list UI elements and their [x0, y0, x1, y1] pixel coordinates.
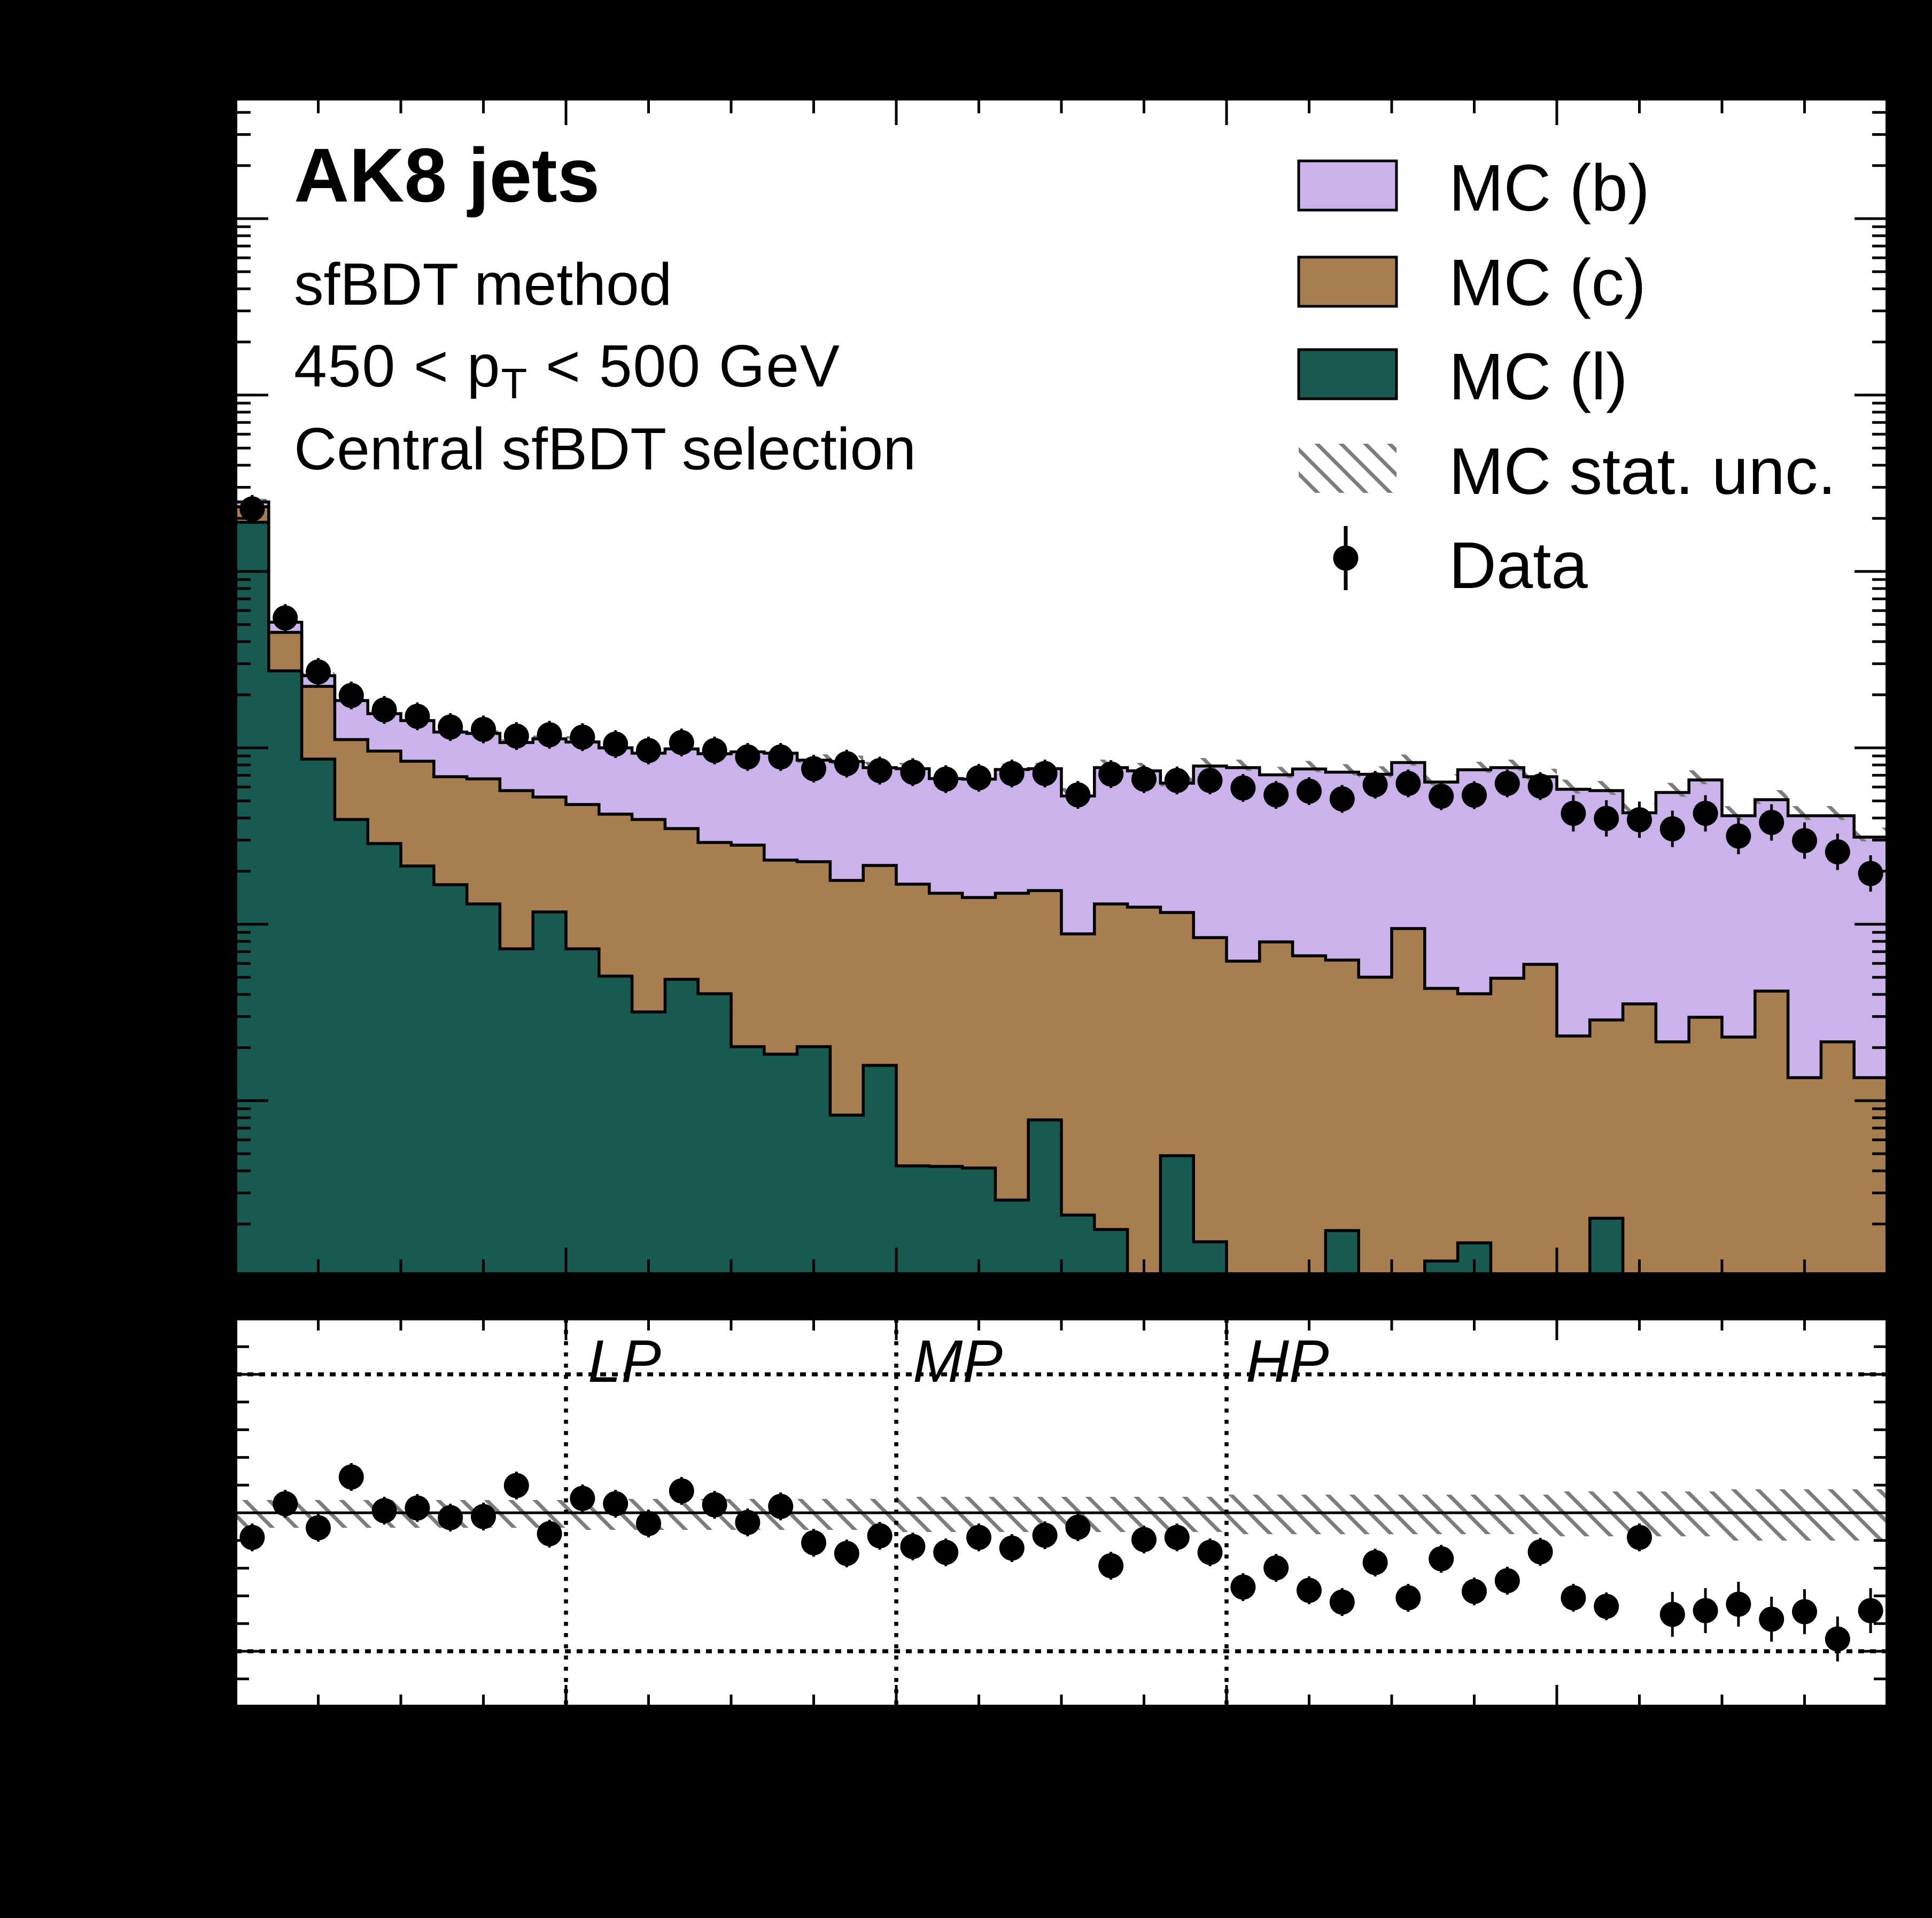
svg-text:MC (l): MC (l) — [1449, 341, 1628, 414]
svg-text:MC (c): MC (c) — [1449, 246, 1646, 320]
svg-text:LP: LP — [588, 1328, 661, 1395]
svg-text:HP: HP — [1246, 1328, 1329, 1395]
svg-text:Central sfBDT selection: Central sfBDT selection — [294, 416, 916, 482]
svg-text:Data: Data — [1449, 529, 1588, 602]
svg-text:AK8 jets: AK8 jets — [294, 133, 600, 218]
svg-text:MP: MP — [913, 1328, 1003, 1395]
svg-text:sfBDT method: sfBDT method — [294, 251, 672, 318]
svg-text:MC stat. unc.: MC stat. unc. — [1449, 435, 1836, 508]
svg-text:450 < pT < 500 GeV: 450 < pT < 500 GeV — [294, 333, 841, 407]
svg-text:MC (b): MC (b) — [1449, 152, 1650, 225]
